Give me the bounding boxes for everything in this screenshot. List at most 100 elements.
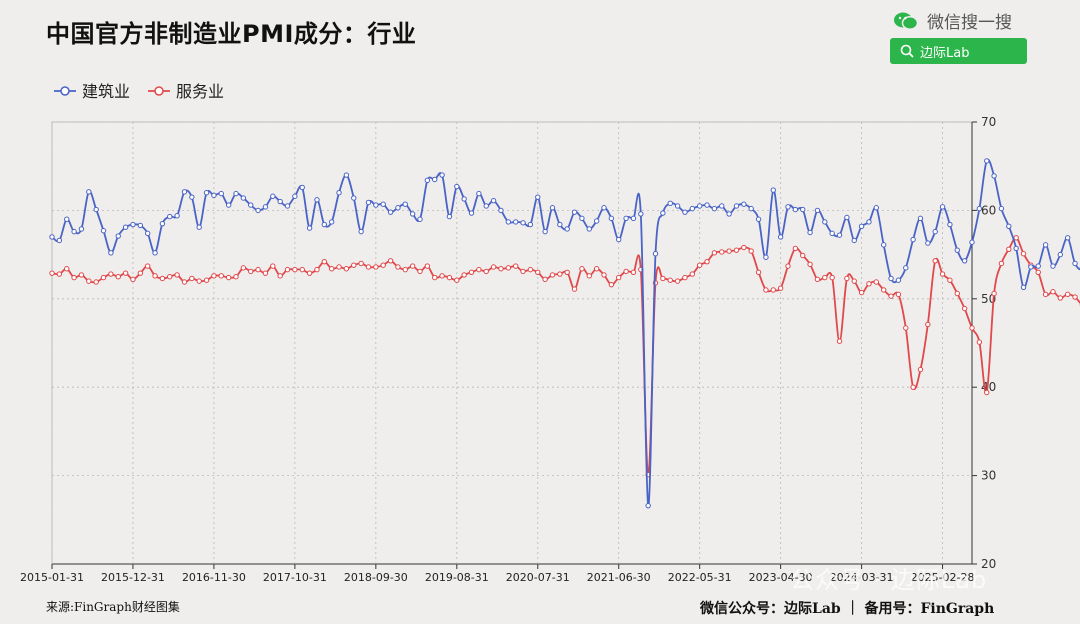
data-point-0 [696,203,703,209]
data-point-1 [122,270,129,276]
data-point-0 [380,201,386,207]
data-point-0 [939,204,946,210]
data-point-0 [807,229,813,236]
data-point-0 [755,216,762,222]
wechat-search-text: 边际Lab [920,45,970,61]
data-point-0 [623,215,629,222]
data-point-1 [741,244,747,251]
data-point-1 [152,273,158,279]
data-point-0 [203,190,210,196]
data-point-1 [225,274,232,281]
data-point-0 [262,204,269,210]
data-point-0 [1050,263,1056,269]
data-point-1 [277,273,283,279]
data-point-0 [248,202,254,208]
data-point-1 [262,270,269,276]
data-point-0 [564,226,570,232]
data-point-0 [189,194,195,200]
data-point-0 [652,251,659,257]
data-point-0 [284,203,291,209]
data-point-0 [895,277,902,283]
data-point-1 [358,260,364,267]
data-point-0 [1013,245,1019,252]
data-point-0 [932,228,938,235]
x-tick-label: 2023-04-30 [749,571,813,584]
data-point-0 [976,205,983,212]
data-point-1 [755,269,762,275]
data-point-1 [630,269,637,275]
data-point-1 [917,366,924,373]
data-point-0 [100,228,107,234]
data-point-1 [888,293,894,299]
data-point-1 [608,281,615,288]
data-point-0 [461,196,467,202]
data-point-0 [777,234,784,240]
data-point-1 [829,274,835,281]
data-point-0 [115,233,121,239]
data-point-0 [321,221,328,228]
data-point-0 [144,230,151,237]
data-point-1 [947,277,953,283]
data-point-1 [240,265,247,271]
data-point-0 [78,226,85,232]
data-point-0 [866,219,872,225]
data-point-0 [726,211,732,217]
x-tick-label: 2016-11-30 [182,571,246,584]
data-point-0 [785,204,791,210]
data-point-0 [733,203,740,209]
data-point-0 [498,207,504,214]
data-point-1 [270,263,276,269]
wechat-search-box[interactable]: 边际Lab [890,38,1027,64]
data-point-0 [542,228,548,235]
data-point-0 [56,237,63,244]
data-point-0 [211,192,217,199]
data-point-0 [763,254,769,260]
data-point-0 [1042,242,1049,248]
data-point-0 [439,172,445,178]
data-point-1 [939,271,946,277]
data-point-1 [512,263,519,269]
data-point-0 [174,213,180,219]
data-point-0 [579,215,585,222]
data-point-0 [719,203,725,209]
data-point-1 [248,268,254,275]
data-point-0 [402,201,408,207]
data-point-1 [726,248,732,254]
data-point-0 [800,206,806,213]
data-point-1 [380,262,386,268]
data-point-0 [947,221,953,228]
data-point-0 [520,220,526,226]
data-point-0 [328,219,335,225]
data-point-0 [181,189,188,195]
footer-note: 微信公众号：边际Lab ｜ 备用号：FinGraph [700,601,995,617]
data-point-1 [402,266,408,273]
data-point-0 [1035,263,1041,269]
data-point-0 [395,205,401,211]
data-point-0 [704,202,710,208]
data-point-0 [314,197,320,203]
data-point-0 [991,173,997,179]
data-point-0 [586,226,592,232]
data-point-1 [446,274,453,281]
data-point-1 [895,291,902,298]
data-point-0 [836,232,843,238]
x-tick-label: 2025-02-28 [911,571,975,584]
data-point-0 [858,223,865,230]
data-point-1 [623,268,629,275]
data-point-0 [711,205,718,212]
data-point-1 [505,265,512,271]
plot-frame [51,121,973,565]
data-point-1 [432,274,438,281]
data-point-1 [682,274,688,281]
data-point-1 [1035,269,1041,275]
data-point-0 [954,247,960,253]
data-point-0 [638,211,644,217]
data-point-1 [991,290,997,297]
data-point-0 [152,250,158,256]
data-point-1 [903,325,909,331]
data-point-1 [770,287,776,293]
data-point-1 [925,321,931,328]
data-point-1 [409,263,416,269]
data-point-0 [608,215,615,222]
data-point-1 [490,264,497,270]
